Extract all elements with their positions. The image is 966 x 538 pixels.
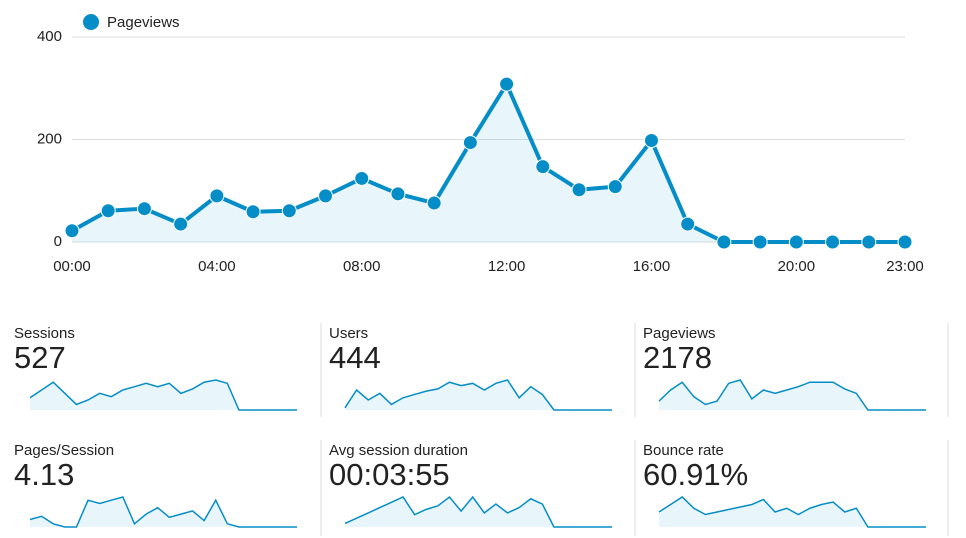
metric-label: Sessions <box>14 325 75 342</box>
sparkline-area <box>345 497 612 527</box>
metric-value: 2178 <box>643 340 712 375</box>
point <box>861 234 877 250</box>
point <box>173 216 189 232</box>
x-tick-label: 08:00 <box>343 258 381 275</box>
point <box>100 203 116 219</box>
point <box>462 135 478 151</box>
y-tick-label: 200 <box>37 130 62 147</box>
point <box>571 182 587 198</box>
point <box>535 159 551 175</box>
sparkline-area <box>30 380 297 410</box>
point <box>897 234 913 250</box>
point <box>752 234 768 250</box>
point <box>281 203 297 219</box>
sparkline <box>29 496 297 528</box>
metric-value: 60.91% <box>643 457 748 492</box>
point <box>643 133 659 149</box>
point <box>318 188 334 204</box>
point <box>354 170 370 186</box>
legend-marker <box>83 14 99 30</box>
point <box>64 223 80 239</box>
point <box>680 216 696 232</box>
metric-label: Users <box>329 325 368 342</box>
y-tick-label: 400 <box>37 28 62 45</box>
point <box>716 234 732 250</box>
point <box>390 186 406 202</box>
sparkline-area <box>345 380 612 410</box>
sparkline-area <box>30 497 297 527</box>
y-tick-label: 0 <box>54 233 62 250</box>
x-tick-label: 23:00 <box>886 258 924 275</box>
sparkline <box>29 379 297 411</box>
x-tick-label: 16:00 <box>633 258 671 275</box>
metric-label: Bounce rate <box>643 442 724 459</box>
point <box>136 201 152 217</box>
point <box>209 188 225 204</box>
metric-value: 527 <box>14 340 66 375</box>
metric-label: Pageviews <box>643 325 716 342</box>
point <box>825 234 841 250</box>
legend-label: Pageviews <box>107 14 180 31</box>
x-tick-label: 00:00 <box>53 258 91 275</box>
sparkline-area <box>659 380 926 410</box>
sparkline <box>658 379 926 411</box>
metric-value: 00:03:55 <box>329 457 450 492</box>
sparkline <box>344 379 612 411</box>
sparkline <box>658 496 926 528</box>
point <box>426 195 442 211</box>
x-tick-label: 20:00 <box>778 258 816 275</box>
metric-label: Avg session duration <box>329 442 468 459</box>
metric-value: 4.13 <box>14 457 74 492</box>
metric-label: Pages/Session <box>14 442 114 459</box>
point <box>607 179 623 195</box>
x-tick-label: 12:00 <box>488 258 526 275</box>
metric-value: 444 <box>329 340 381 375</box>
sparkline <box>344 495 612 528</box>
area <box>72 84 905 243</box>
point <box>788 234 804 250</box>
x-tick-label: 04:00 <box>198 258 236 275</box>
point <box>245 204 261 220</box>
point <box>499 76 515 92</box>
